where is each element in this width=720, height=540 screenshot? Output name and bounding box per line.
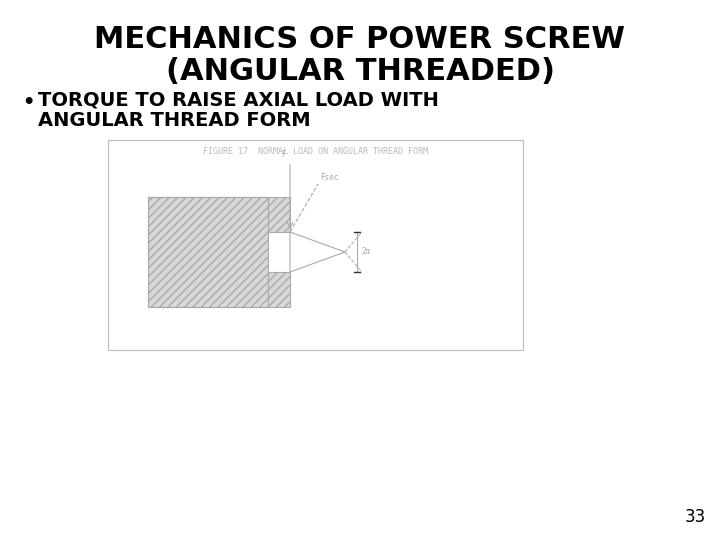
Bar: [108, 140, 523, 350]
Bar: [148, 197, 268, 307]
Text: 2α: 2α: [361, 247, 370, 256]
Polygon shape: [290, 232, 345, 272]
Bar: [268, 197, 290, 232]
Text: TORQUE TO RAISE AXIAL LOAD WITH: TORQUE TO RAISE AXIAL LOAD WITH: [38, 91, 439, 110]
Text: F: F: [281, 150, 285, 159]
Bar: [268, 272, 290, 307]
Text: FIGURE 17  NORMAL LOAD ON ANGULAR THREAD FORM: FIGURE 17 NORMAL LOAD ON ANGULAR THREAD …: [203, 147, 428, 156]
Text: Fsec: Fsec: [320, 173, 338, 182]
Text: 33: 33: [685, 508, 706, 526]
Text: ANGULAR THREAD FORM: ANGULAR THREAD FORM: [38, 111, 310, 130]
Text: (ANGULAR THREADED): (ANGULAR THREADED): [166, 57, 554, 86]
Text: MECHANICS OF POWER SCREW: MECHANICS OF POWER SCREW: [94, 25, 626, 55]
Text: •: •: [22, 92, 35, 111]
